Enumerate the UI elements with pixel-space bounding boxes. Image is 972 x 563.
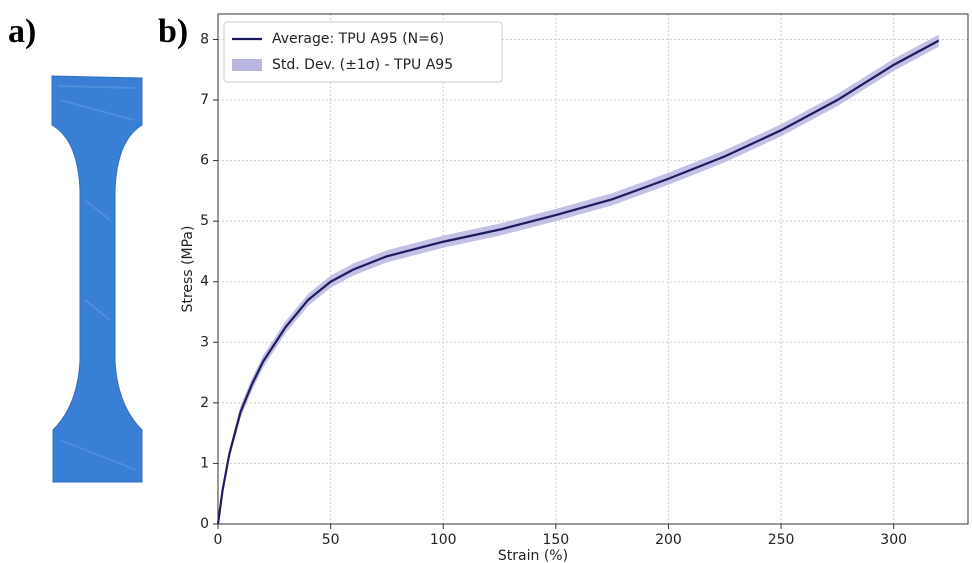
legend-label: Std. Dev. (±1σ) - TPU A95 xyxy=(272,57,453,73)
y-tick-label: 6 xyxy=(200,153,209,169)
average-line xyxy=(216,39,940,525)
y-axis-label: Stress (MPa) xyxy=(180,226,196,313)
x-tick-label: 200 xyxy=(655,532,682,548)
x-tick-label: 0 xyxy=(214,532,223,548)
x-tick-label: 250 xyxy=(768,532,795,548)
std-band xyxy=(218,34,939,525)
y-tick-label: 2 xyxy=(200,395,209,411)
y-tick-label: 5 xyxy=(200,213,209,229)
plot: 0 50 100 150 200 250 300 0 1 2 3 4 5 6 7 8 Strain (%) Str… xyxy=(180,13,969,563)
y-tick-label: 7 xyxy=(200,92,209,108)
legend-box xyxy=(223,21,503,83)
y-tick-label: 4 xyxy=(200,274,209,290)
x-tick-label: 100 xyxy=(430,532,457,548)
y-tick-label: 8 xyxy=(200,31,209,47)
legend-label: Average: TPU A95 (N=6) xyxy=(272,31,444,47)
x-axis-label: Strain (%) xyxy=(498,548,568,563)
x-tick-label: 150 xyxy=(542,532,569,548)
specimen-photo xyxy=(51,75,143,483)
y-tick-label: 1 xyxy=(200,455,209,471)
y-tick-label: 3 xyxy=(200,334,209,350)
x-tick-label: 300 xyxy=(880,532,907,548)
panel-label: b) xyxy=(158,13,188,50)
legend-swatch xyxy=(232,59,262,71)
y-tick-label: 0 xyxy=(200,516,209,532)
panel-label: a) xyxy=(8,13,36,50)
plot-frame xyxy=(217,13,969,525)
x-tick-label: 50 xyxy=(322,532,340,548)
